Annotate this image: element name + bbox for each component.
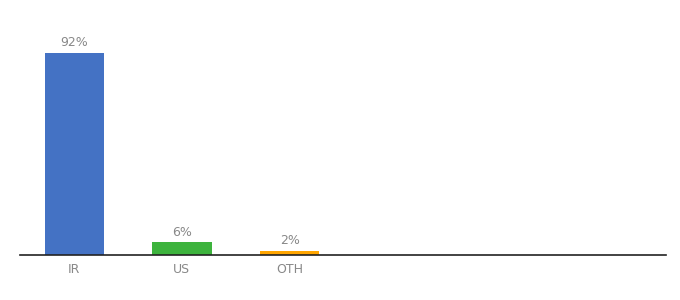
Text: 2%: 2% <box>279 234 299 247</box>
Bar <box>260 250 319 255</box>
Bar <box>45 52 104 255</box>
Text: 92%: 92% <box>61 36 88 49</box>
Bar <box>152 242 211 255</box>
Text: 6%: 6% <box>172 226 192 238</box>
